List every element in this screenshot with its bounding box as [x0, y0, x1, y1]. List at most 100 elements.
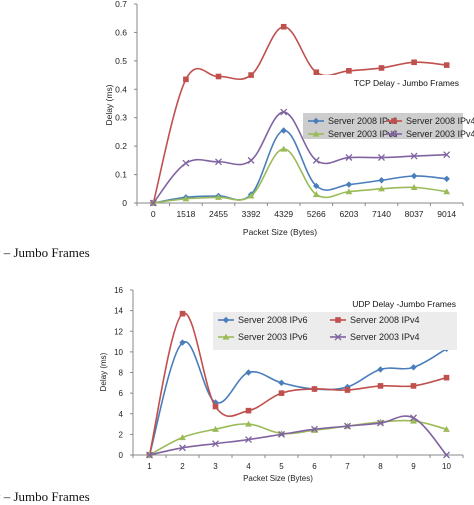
data-point	[377, 366, 384, 373]
x-tick-label: 3	[213, 462, 218, 471]
data-point	[146, 451, 153, 459]
data-point	[410, 172, 418, 180]
series-line	[149, 415, 448, 456]
y-tick-label: 10	[114, 348, 123, 357]
data-point	[345, 181, 353, 188]
legend-box	[303, 113, 463, 139]
y-tick-label: 12	[114, 327, 123, 336]
x-axis-title: Packet Size (Bytes)	[243, 227, 317, 237]
data-point	[212, 399, 219, 406]
y-tick-label: 4	[119, 410, 124, 419]
data-point	[312, 156, 320, 164]
data-point	[313, 182, 320, 190]
data-point	[179, 444, 186, 452]
data-point	[312, 191, 320, 198]
legend-label: Server 2003 IPv6	[238, 332, 308, 342]
legend-swatch-marker	[335, 317, 341, 323]
series-line	[153, 148, 447, 204]
data-point	[410, 417, 417, 424]
legend-swatch-marker	[390, 130, 398, 138]
data-point	[378, 185, 385, 192]
x-tick-label: 7140	[372, 209, 391, 219]
x-tick-label: 1518	[176, 209, 195, 219]
legend-label: Server 2003 IPv6	[328, 129, 398, 139]
data-point	[378, 65, 385, 71]
data-point	[182, 195, 190, 202]
data-point	[410, 364, 417, 371]
y-tick-label: 2	[119, 430, 124, 439]
data-point	[377, 419, 384, 427]
series-2	[146, 310, 450, 458]
series-line	[152, 111, 447, 204]
chart-1: 0 0.1 0.2 0.3 0.4 0.5 0.6 0.7 0 1518 2455 3392 4329 5…	[104, 0, 474, 237]
data-point	[245, 420, 252, 427]
x-tick-label: 4	[246, 462, 251, 471]
data-point	[247, 156, 255, 164]
series-line	[149, 419, 447, 456]
legend-label: Server 2008 IPv4	[406, 116, 474, 126]
top-figure-caption: y – Jumbo Frames	[0, 245, 90, 260]
x-tick-label: 6	[312, 462, 317, 471]
series-line	[148, 341, 447, 456]
x-tick-label: 9	[411, 462, 416, 471]
bottom-figure-caption: y – Jumbo Frames	[0, 489, 90, 504]
data-point	[212, 403, 219, 410]
x-tick-label: 6203	[339, 209, 358, 219]
data-point	[179, 339, 186, 346]
chart-title: TCP Delay - Jumbo Frames	[354, 78, 459, 88]
legend-label: Server 2008 IPv4	[350, 315, 420, 325]
legend-swatch-marker	[222, 316, 230, 324]
data-point	[344, 387, 351, 393]
chart-title-box	[303, 75, 463, 90]
data-point	[212, 425, 219, 432]
y-tick-label: 0.2	[115, 141, 127, 151]
legend: Server 2008 IPv6 Server 2008 IPv4 Server 2…	[303, 113, 474, 139]
y-tick-label: 16	[114, 286, 123, 295]
legend-label: Server 2008 IPv6	[238, 315, 308, 325]
data-point	[280, 127, 287, 134]
data-point	[378, 177, 385, 184]
data-point	[183, 76, 189, 83]
legend-label: Server 2003 IPv4	[350, 332, 420, 342]
legend-swatch-marker	[391, 118, 397, 124]
legend-label: Server 2008 IPv6	[328, 116, 398, 126]
y-tick-label: 14	[114, 307, 123, 316]
series-4	[149, 108, 451, 207]
data-point	[377, 383, 384, 389]
data-point	[215, 158, 222, 166]
x-tick-label: 2455	[209, 209, 228, 219]
chart-title: UDP Delay -Jumbo Frames	[352, 299, 456, 309]
data-point	[215, 193, 222, 200]
data-point	[313, 69, 320, 76]
data-point	[182, 159, 190, 167]
data-point	[179, 310, 186, 317]
data-point	[410, 383, 417, 389]
data-point	[443, 451, 450, 459]
x-tick-label: 8	[378, 462, 383, 471]
y-tick-label: 0.7	[115, 0, 127, 9]
data-point	[443, 151, 451, 159]
legend-label: Server 2003 IPv4	[406, 129, 474, 139]
data-point	[179, 434, 186, 441]
data-point	[248, 72, 254, 78]
legend-swatch-marker	[334, 333, 342, 341]
data-point	[280, 108, 288, 116]
data-point	[410, 152, 418, 160]
series-4	[146, 414, 450, 459]
data-point	[245, 436, 252, 443]
y-tick-label: 0.1	[115, 170, 127, 180]
x-tick-label: 0	[151, 209, 156, 219]
x-tick-label: 8037	[405, 209, 424, 219]
x-tick-label: 3392	[242, 209, 261, 219]
data-point	[443, 188, 451, 195]
data-point	[411, 59, 417, 66]
y-tick-label: 0.3	[115, 113, 127, 123]
data-point	[280, 145, 288, 152]
data-point	[346, 68, 352, 74]
data-point	[410, 414, 417, 422]
y-tick-label: 0.6	[115, 27, 127, 37]
y-tick-label: 6	[119, 389, 124, 398]
series-line	[153, 129, 447, 204]
data-point	[149, 199, 157, 207]
